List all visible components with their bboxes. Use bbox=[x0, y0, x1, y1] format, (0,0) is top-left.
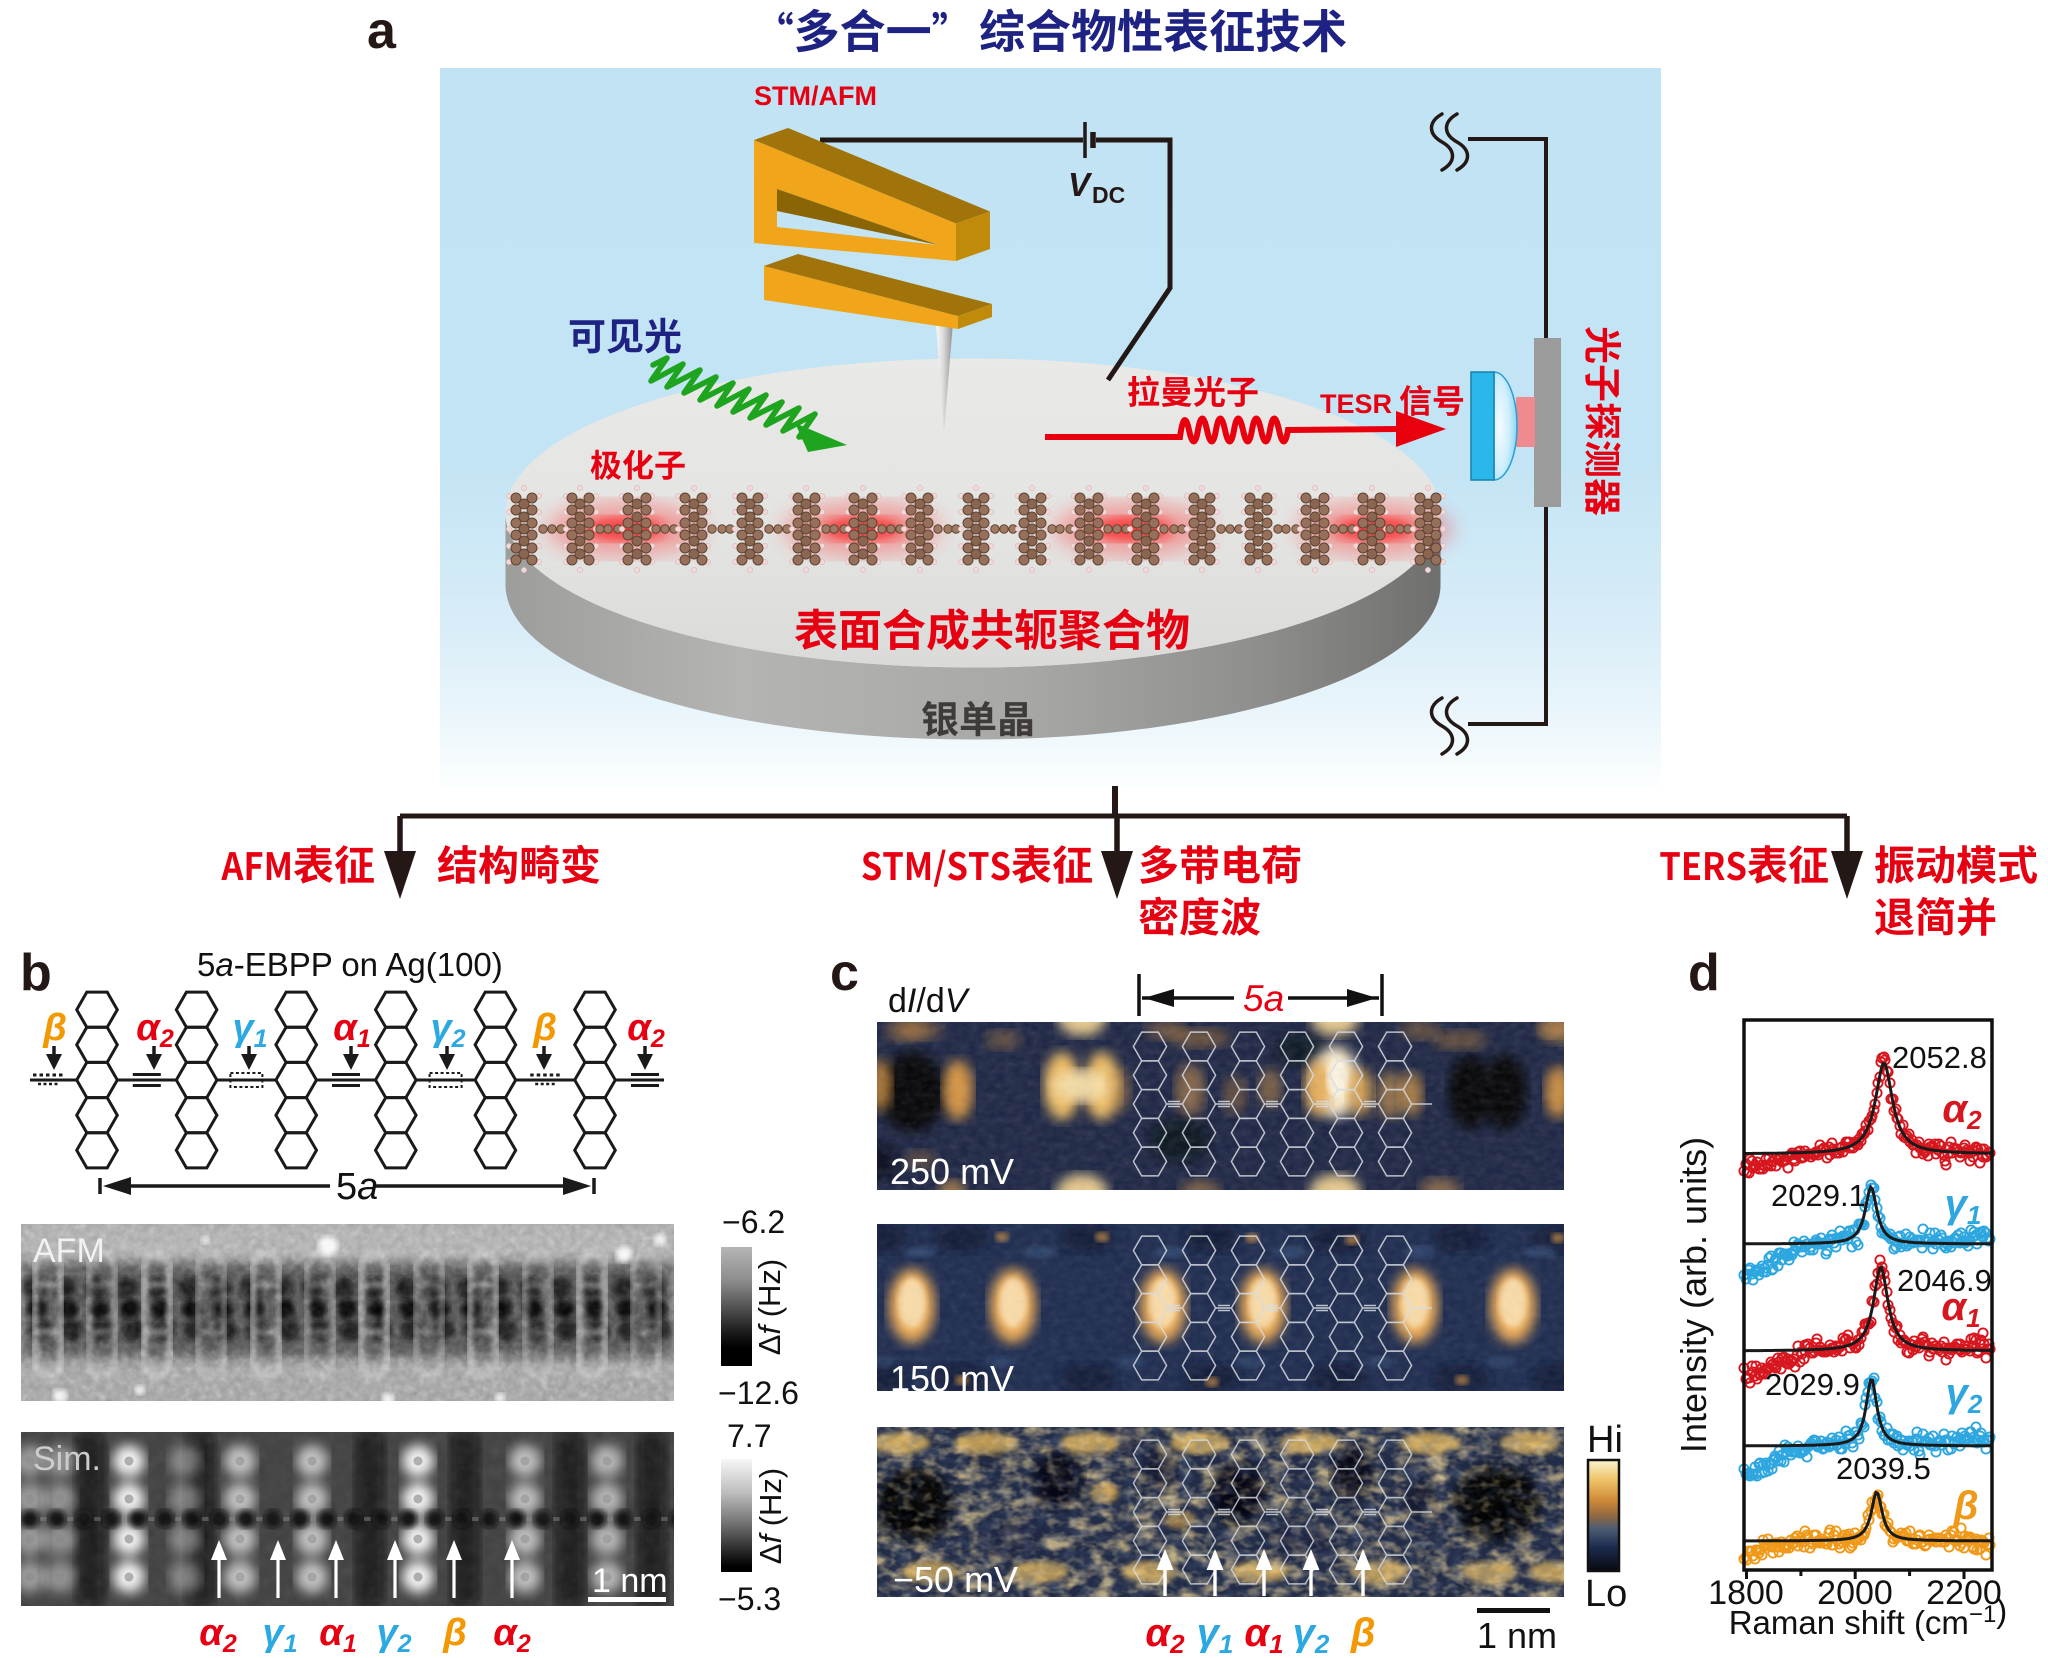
svg-text:5a: 5a bbox=[1243, 978, 1284, 1019]
svg-text:2039.5: 2039.5 bbox=[1836, 1451, 1931, 1486]
svg-text:−6.2: −6.2 bbox=[722, 1204, 785, 1240]
svg-text:d: d bbox=[1688, 944, 1720, 1002]
svg-text:DC: DC bbox=[1092, 182, 1125, 208]
svg-text:STM/AFM: STM/AFM bbox=[754, 81, 877, 111]
svg-text:2029.1: 2029.1 bbox=[1771, 1178, 1866, 1213]
svg-text:2046.9: 2046.9 bbox=[1897, 1263, 1992, 1298]
svg-text:β: β bbox=[1350, 1611, 1376, 1653]
svg-text:250 mV: 250 mV bbox=[890, 1151, 1014, 1192]
svg-text:7.7: 7.7 bbox=[727, 1418, 771, 1454]
svg-text:2000: 2000 bbox=[1817, 1574, 1893, 1612]
svg-text:Hi: Hi bbox=[1587, 1419, 1623, 1461]
svg-text:dI/dV: dI/dV bbox=[888, 982, 971, 1020]
svg-text:Intensity (arb. units): Intensity (arb. units) bbox=[1673, 1137, 1714, 1453]
svg-text:−50 mV: −50 mV bbox=[893, 1559, 1018, 1600]
svg-text:β: β bbox=[532, 1007, 557, 1049]
svg-text:150 mV: 150 mV bbox=[890, 1358, 1014, 1399]
svg-text:2029.9: 2029.9 bbox=[1765, 1367, 1860, 1402]
svg-text:Δf (Hz): Δf (Hz) bbox=[753, 1468, 788, 1565]
svg-text:5a: 5a bbox=[336, 1166, 378, 1208]
svg-text:b: b bbox=[20, 944, 52, 1002]
svg-text:AFM: AFM bbox=[33, 1232, 105, 1270]
svg-text:2200: 2200 bbox=[1926, 1574, 2002, 1612]
svg-text:−5.3: −5.3 bbox=[718, 1581, 781, 1617]
svg-text:β: β bbox=[42, 1007, 67, 1049]
svg-text:−12.6: −12.6 bbox=[718, 1375, 799, 1411]
svg-text:V: V bbox=[1068, 166, 1093, 203]
svg-text:c: c bbox=[830, 944, 859, 1002]
svg-text:Δf (Hz): Δf (Hz) bbox=[752, 1259, 787, 1356]
svg-text:1800: 1800 bbox=[1708, 1574, 1784, 1612]
svg-text:γ1: γ1 bbox=[262, 1612, 297, 1653]
svg-text:5a-EBPP on Ag(100): 5a-EBPP on Ag(100) bbox=[197, 946, 503, 983]
svg-text:Lo: Lo bbox=[1585, 1573, 1627, 1615]
svg-text:1 nm: 1 nm bbox=[592, 1562, 668, 1600]
svg-text:α2: α2 bbox=[1145, 1611, 1185, 1653]
svg-text:2052.8: 2052.8 bbox=[1892, 1040, 1987, 1075]
svg-text:TESR: TESR bbox=[1320, 389, 1392, 419]
svg-text:β: β bbox=[442, 1612, 467, 1653]
svg-text:1 nm: 1 nm bbox=[1477, 1615, 1557, 1653]
svg-text:β: β bbox=[1953, 1484, 1979, 1528]
svg-text:a: a bbox=[367, 2, 397, 60]
svg-text:Sim.: Sim. bbox=[33, 1440, 101, 1478]
